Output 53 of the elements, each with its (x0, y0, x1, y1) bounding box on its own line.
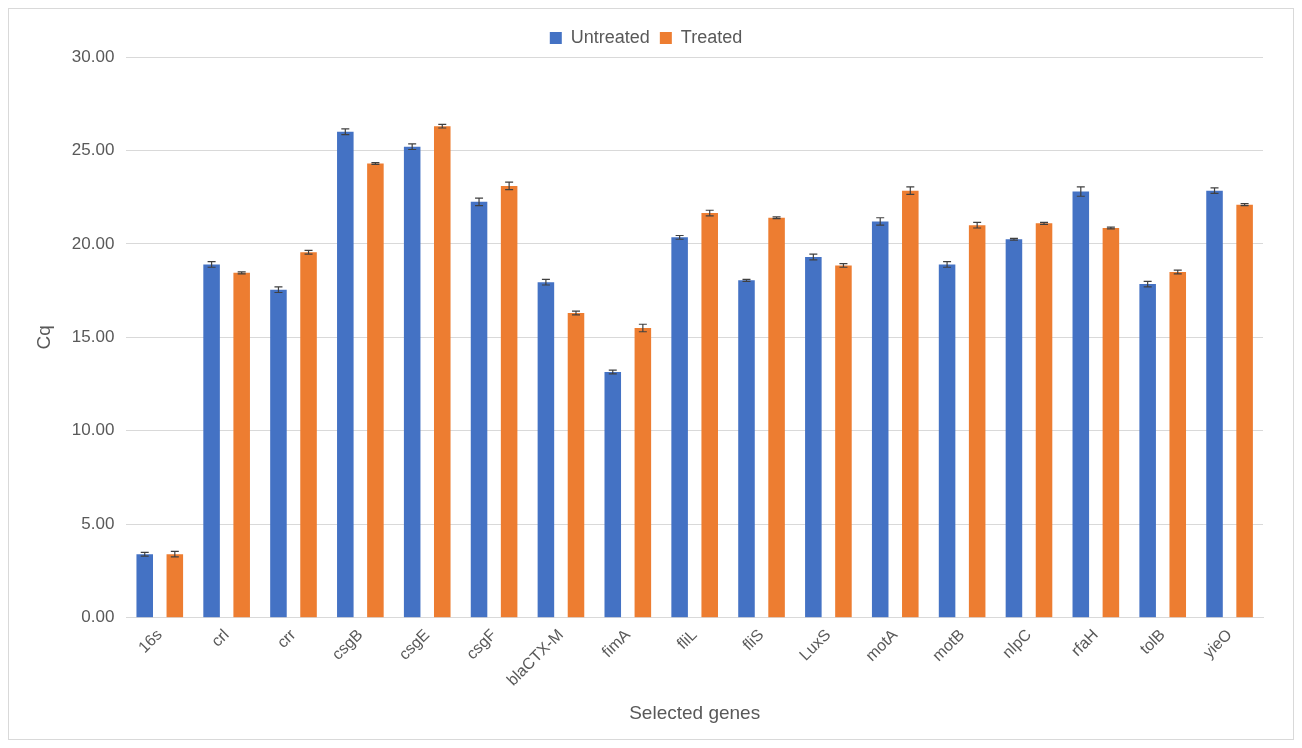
bar (166, 554, 184, 618)
bar (938, 264, 956, 618)
y-tick-label: 20.00 (71, 233, 115, 253)
bar (567, 313, 585, 618)
bar (604, 371, 622, 618)
bar (136, 554, 153, 618)
y-tick-label: 0.00 (81, 607, 115, 627)
bar (902, 190, 919, 618)
y-tick-label: 30.00 (71, 46, 115, 66)
bar (337, 131, 354, 618)
bar (433, 126, 451, 618)
bar (403, 146, 421, 618)
bar (233, 272, 250, 618)
legend-label: Treated (680, 26, 743, 47)
bar (738, 280, 755, 618)
bar (367, 163, 384, 618)
bar (203, 264, 220, 618)
bar (835, 265, 852, 618)
bar (1005, 239, 1023, 618)
x-tick-label: rfaH (1067, 625, 1102, 660)
x-tick-label: crl (207, 625, 232, 650)
bar (1072, 191, 1090, 618)
bar (500, 185, 518, 618)
bar (805, 256, 822, 618)
bar (1169, 271, 1187, 618)
x-tick-label: fimA (598, 625, 634, 661)
bar (300, 252, 317, 618)
bar (701, 213, 718, 618)
bar (1206, 190, 1223, 618)
x-tick-label: tolB (1136, 625, 1168, 658)
x-axis-title: Selected genes (629, 701, 761, 723)
bar (1102, 228, 1120, 618)
x-tick-label: crr (273, 625, 300, 651)
y-axis-title: Cq (32, 325, 54, 350)
bar (768, 217, 785, 618)
bar (1035, 223, 1053, 618)
legend-label: Untreated (570, 26, 650, 47)
bar (270, 289, 287, 618)
bar (871, 221, 889, 618)
bar (1236, 204, 1253, 618)
x-tick-label: fliS (739, 625, 767, 654)
y-tick-label: 5.00 (81, 513, 115, 533)
x-tick-label: fliL (673, 625, 700, 653)
bar (470, 201, 488, 618)
bar (537, 282, 555, 618)
x-tick-label: 16s (134, 625, 166, 656)
bar (1139, 284, 1156, 618)
y-tick-label: 15.00 (71, 327, 115, 347)
bar (968, 225, 986, 618)
bar (671, 237, 688, 618)
bar (634, 328, 652, 618)
y-tick-label: 10.00 (71, 420, 115, 440)
y-tick-label: 25.00 (71, 140, 115, 160)
